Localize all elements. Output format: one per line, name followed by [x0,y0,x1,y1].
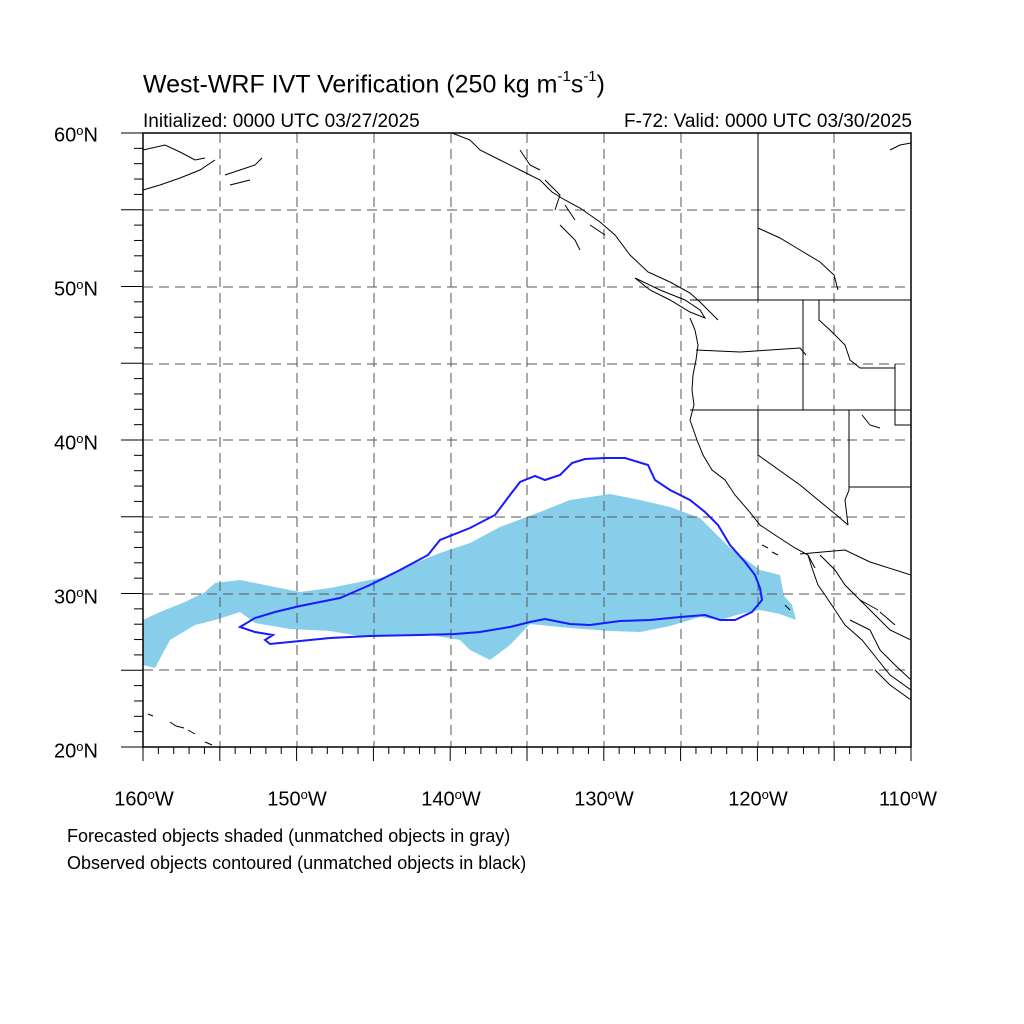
observed-ivt-contour [237,457,764,646]
lon-label-110w: 110oW [878,787,938,811]
forecast-ivt-object [143,494,796,668]
lon-label-120w: 120oW [728,787,788,811]
lat-label-20n: 20oN [54,739,98,763]
forecast-note: Forecasted objects shaded (unmatched obj… [67,826,511,846]
observed-note: Observed objects contoured (unmatched ob… [67,853,527,873]
lat-label-50n: 50oN [54,277,98,301]
lon-label-130w: 130oW [574,787,634,811]
lon-label-140w: 140oW [421,787,481,811]
lon-label-150w: 150oW [267,787,327,811]
lat-label-60n: 60oN [54,123,98,147]
axis-ticks [121,132,912,761]
lon-label-160w: 160oW [114,787,174,811]
lat-label-30n: 30oN [54,585,98,609]
lat-label-40n: 40oN [54,431,98,455]
coastlines [143,133,911,746]
initialized-label: Initialized: 0000 UTC 03/27/2025 [143,111,420,132]
valid-time-label: F-72: Valid: 0000 UTC 03/30/2025 [624,111,912,132]
graticule [143,133,911,747]
chart-title: West-WRF IVT Verification (250 kg m-1s-1… [143,68,605,99]
